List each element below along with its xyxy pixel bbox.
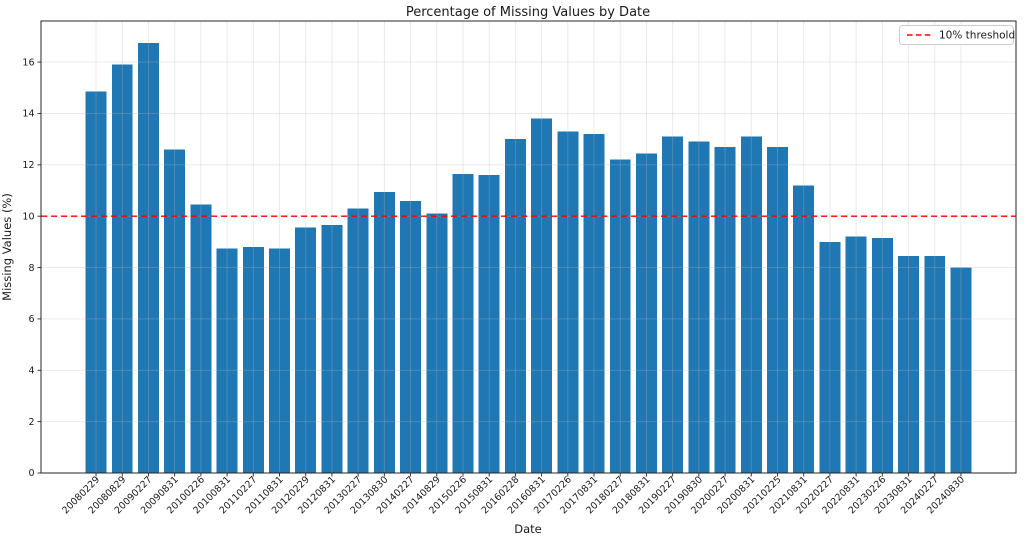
y-tick-label-12: 12 <box>22 160 34 171</box>
bar-20240830 <box>950 267 972 473</box>
bar-20200227 <box>714 146 736 473</box>
bar-20180831 <box>635 153 657 473</box>
bar-20120229 <box>295 227 317 473</box>
bar-20080229 <box>85 91 107 473</box>
bar-20210831 <box>793 185 815 474</box>
bar-20170831 <box>583 134 605 473</box>
x-axis-ticks: 2008022920080829200902272009083120100226… <box>60 473 967 516</box>
bar-20160228 <box>504 139 526 473</box>
plot-border <box>40 20 1017 474</box>
bar-20220227 <box>819 241 841 473</box>
bar-20130227 <box>347 208 369 474</box>
bar-20230226 <box>871 238 893 473</box>
y-tick-label-16: 16 <box>22 57 34 68</box>
y-axis-label: Missing Values (%) <box>0 193 14 301</box>
bar-20160831 <box>531 118 553 473</box>
bar-20100831 <box>216 248 238 473</box>
bar-20190830 <box>688 141 710 473</box>
bar-20110227 <box>242 247 264 473</box>
y-tick-label-10: 10 <box>22 211 34 222</box>
gridlines <box>41 21 1016 473</box>
chart-title: Percentage of Missing Values by Date <box>406 5 650 20</box>
bar-20090831 <box>164 149 186 473</box>
x-axis-label: Date <box>514 522 542 536</box>
bar-20180227 <box>609 159 631 473</box>
legend-box <box>899 25 1014 45</box>
y-tick-label-2: 2 <box>28 417 34 428</box>
y-tick-label-6: 6 <box>28 314 34 325</box>
legend: 10% threshold <box>899 25 1015 45</box>
y-tick-label-0: 0 <box>28 468 34 479</box>
y-axis-ticks: 0 2 4 6 8 10 12 14 16 <box>22 57 41 479</box>
legend-label: 10% threshold <box>939 30 1015 42</box>
y-tick-label-4: 4 <box>28 365 34 376</box>
bar-20120831 <box>321 225 343 473</box>
bar-20080829 <box>111 64 133 473</box>
bar-20220831 <box>845 236 867 473</box>
bar-20140829 <box>426 213 448 474</box>
bar-20090227 <box>137 42 159 473</box>
bar-20240227 <box>924 255 946 473</box>
bar-20150226 <box>452 173 474 473</box>
bar-20140227 <box>400 200 422 473</box>
bar-20100226 <box>190 204 212 473</box>
y-tick-label-14: 14 <box>22 109 34 120</box>
bar-20210225 <box>767 146 788 473</box>
bar-20130830 <box>373 191 395 473</box>
bar-20230831 <box>898 255 920 473</box>
bar-20150831 <box>478 175 500 473</box>
bar-20190227 <box>662 136 684 473</box>
bars-group <box>85 42 972 474</box>
bar-20200831 <box>740 136 762 473</box>
y-tick-label-8: 8 <box>28 263 34 274</box>
bar-20110831 <box>269 248 290 473</box>
